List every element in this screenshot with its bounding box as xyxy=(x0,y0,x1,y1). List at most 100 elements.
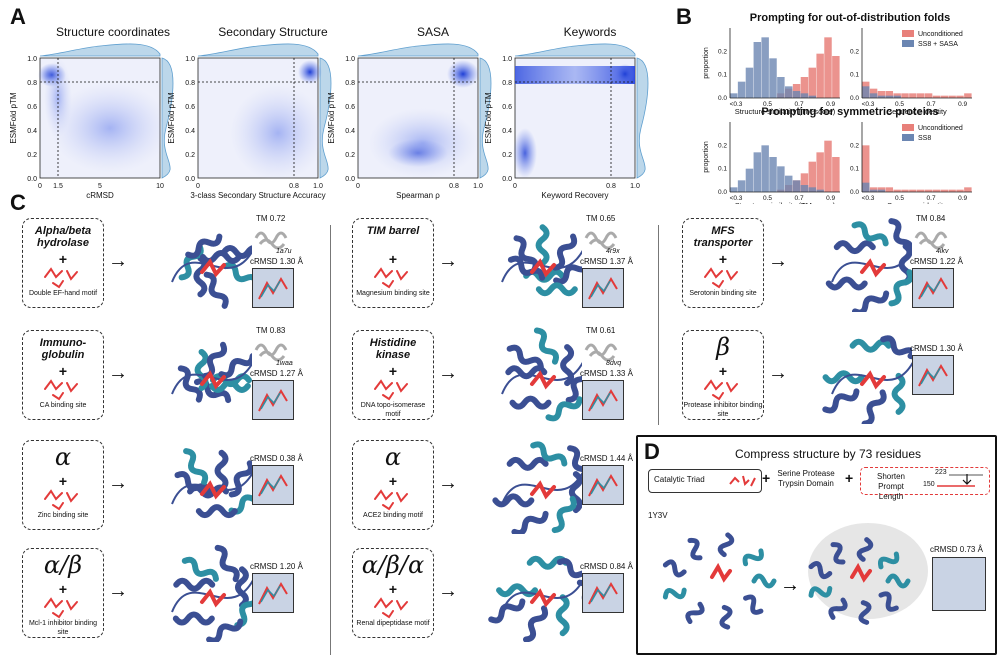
motif-sticks xyxy=(258,474,288,497)
motif-sticks xyxy=(588,474,618,497)
x-tick-label: 0.9 xyxy=(826,195,835,202)
y-tick-label: 0.4 xyxy=(185,128,195,135)
motif-icon-wrapper xyxy=(374,267,408,289)
protein-helix xyxy=(506,456,549,471)
y-tick-label: 0.2 xyxy=(502,152,512,159)
histogram-bar xyxy=(901,93,909,98)
reference-structure xyxy=(584,343,618,362)
motif-icon xyxy=(44,379,78,401)
arrow-icon: → xyxy=(108,472,128,494)
prompt-box: Immuno-globulin + CA binding site xyxy=(22,330,104,420)
histogram-bar xyxy=(956,189,964,192)
histogram-bar xyxy=(800,77,809,98)
histogram-bar xyxy=(893,95,901,98)
motif-label: ACE2 binding motif xyxy=(363,512,423,519)
motif-sticks xyxy=(588,389,618,412)
panel-d-pdb: 1Y3V xyxy=(648,511,668,520)
y-axis-label: proportion xyxy=(703,141,710,173)
y-axis-label: ESMFold pTM xyxy=(167,92,176,143)
protein-strand xyxy=(828,597,848,620)
histogram-bar xyxy=(893,189,901,192)
histogram-bar xyxy=(862,86,870,98)
panel-d-letter: D xyxy=(644,439,660,464)
arrow-icon: → xyxy=(438,472,458,494)
pdb-id: 4r9x xyxy=(606,248,620,255)
y-tick-label: 0.6 xyxy=(185,104,195,111)
histogram-bar xyxy=(800,93,809,98)
y-axis-label: ESMFold pTM xyxy=(484,92,493,143)
design-sticks xyxy=(920,367,941,385)
x-tick-label: 0.7 xyxy=(927,101,936,108)
protein-strand xyxy=(719,604,733,630)
design-sticks xyxy=(590,392,611,410)
arrow-icon: → xyxy=(438,580,458,602)
crmsd-value: cRMSD 0.38 Å xyxy=(250,454,303,463)
protein-helix xyxy=(851,221,889,247)
protein-helix xyxy=(556,558,582,584)
plus-sign: + xyxy=(718,363,728,379)
panel-d-structures: → xyxy=(662,523,928,630)
protein-helix xyxy=(222,262,252,288)
histogram-bar xyxy=(769,58,777,98)
top-marginal-density xyxy=(197,43,319,57)
protein-strand xyxy=(856,537,874,562)
y-tick-label: 0.0 xyxy=(850,95,859,102)
shorten-box: Shorten Prompt Length 223 150 xyxy=(860,467,990,501)
reference-structure-icon xyxy=(254,343,288,362)
legend-label: Unconditioned xyxy=(918,125,963,132)
motif-icon-wrapper xyxy=(374,489,408,511)
histogram-bar xyxy=(948,95,956,98)
histogram-bar xyxy=(869,93,878,98)
histogram-bar xyxy=(869,88,878,98)
y-axis-label: ESMFold pTM xyxy=(327,92,336,143)
protein-helix xyxy=(535,224,550,267)
panel-d-crmsd: cRMSD 0.73 Å xyxy=(930,545,983,554)
protein-helix xyxy=(567,445,582,483)
histogram-bar xyxy=(808,161,817,192)
tm-score: TM 0.84 xyxy=(916,214,946,223)
histogram-bar xyxy=(824,37,832,98)
prompt-box: α + ACE2 binding motif xyxy=(352,440,434,530)
pdb-id: 8dvq xyxy=(606,360,622,367)
designed-protein-structure xyxy=(825,218,912,312)
x-tick-label: 0 xyxy=(513,183,517,190)
y-tick-label: 0.4 xyxy=(502,128,512,135)
histogram-bar xyxy=(940,95,949,98)
protein-helix xyxy=(492,493,535,508)
catalytic-triad-box: Catalytic Triad xyxy=(648,469,762,493)
motif-sticks xyxy=(918,364,948,387)
motif-icon xyxy=(704,267,738,289)
plus-sign: + xyxy=(388,251,398,267)
x-axis-label: Sequence identity xyxy=(887,107,947,116)
fold-name: TIM barrel xyxy=(366,225,420,237)
motif-superposition-inset xyxy=(582,268,624,308)
designed-protein-structure xyxy=(171,544,252,642)
x-tick-label: 0.7 xyxy=(927,195,936,202)
motif-icon xyxy=(44,597,78,619)
x-tick-label: 10 xyxy=(156,183,164,190)
crmsd-value: cRMSD 1.33 Å xyxy=(580,369,633,378)
y-tick-label: 0.2 xyxy=(718,142,727,149)
y-tick-label: 0.6 xyxy=(27,104,37,111)
protein-helix xyxy=(218,353,252,379)
y-tick-label: 0.0 xyxy=(718,189,727,196)
protein-helix xyxy=(208,379,251,393)
protein-helix xyxy=(228,489,252,515)
crmsd-value: cRMSD 1.30 Å xyxy=(910,344,963,353)
histogram-bar xyxy=(745,67,754,98)
legend-swatch xyxy=(902,30,914,37)
x-tick-label: <0.3 xyxy=(730,195,743,202)
x-tick-label: 0 xyxy=(196,183,200,190)
plus-sign: + xyxy=(58,251,68,267)
density-subplot-2: 0.00.20.40.60.81.00 0.8 1.03-class Seconda… xyxy=(167,43,332,200)
x-tick-label: 0.5 xyxy=(895,195,904,202)
histogram-bar xyxy=(753,42,762,98)
protein-helix xyxy=(822,388,860,414)
designed-protein-structure xyxy=(171,448,252,519)
motif-icon xyxy=(44,267,78,289)
protein-helix xyxy=(535,282,578,297)
crmsd-value: cRMSD 1.20 Å xyxy=(250,562,303,571)
histogram-bar xyxy=(877,95,886,98)
histogram-bar xyxy=(777,166,785,192)
